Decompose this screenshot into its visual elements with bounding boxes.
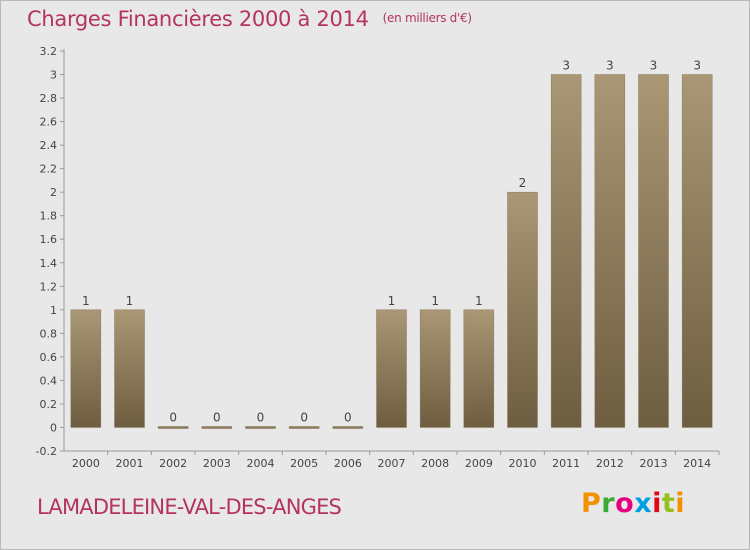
- bar-value-label: 0: [169, 410, 177, 424]
- bar-value-label: 2: [519, 176, 527, 190]
- bar-value-label: 0: [213, 410, 221, 424]
- x-tick-label: 2005: [290, 457, 318, 470]
- bar: [288, 426, 320, 429]
- bar-value-label: 0: [344, 410, 352, 424]
- y-tick-label: 0.2: [40, 398, 58, 411]
- y-tick-label: 2.2: [40, 163, 58, 176]
- bar: [681, 74, 713, 428]
- y-tick-label: 1.8: [40, 210, 58, 223]
- x-tick-label: 2008: [421, 457, 449, 470]
- bar-value-label: 1: [126, 294, 134, 308]
- y-tick-label: 1.2: [40, 280, 58, 293]
- bar: [332, 426, 364, 429]
- y-tick-label: 3.2: [40, 45, 58, 58]
- x-tick-label: 2003: [203, 457, 231, 470]
- bar: [114, 309, 145, 428]
- bar: [638, 74, 669, 428]
- y-tick-label: 3: [50, 69, 57, 82]
- bar: [376, 309, 407, 428]
- y-tick-label: 1: [50, 304, 57, 317]
- bar-value-label: 3: [562, 59, 570, 73]
- bar: [550, 74, 582, 428]
- bar: [463, 309, 495, 428]
- commune-name: LAMADELEINE-VAL-DES-ANGES: [37, 495, 342, 519]
- y-tick-label: 2.6: [40, 116, 58, 129]
- bar-value-label: 1: [431, 294, 439, 308]
- x-tick-label: 2013: [640, 457, 668, 470]
- y-tick-label: 0: [50, 421, 57, 434]
- y-tick-label: 2: [50, 186, 57, 199]
- bar: [157, 426, 189, 429]
- bar: [245, 426, 276, 429]
- bar: [594, 74, 626, 428]
- x-tick-label: 2007: [378, 457, 406, 470]
- bar-value-label: 3: [650, 59, 658, 73]
- bar-value-label: 3: [606, 59, 614, 73]
- y-tick-label: 2.8: [40, 92, 58, 105]
- bar: [507, 191, 538, 428]
- x-tick-label: 2004: [247, 457, 275, 470]
- proxiti-logo: Proxiti: [581, 488, 686, 519]
- x-tick-label: 2000: [72, 457, 100, 470]
- y-tick-label: 1.6: [40, 233, 58, 246]
- bar: [419, 309, 451, 428]
- bar-value-label: 1: [388, 294, 396, 308]
- x-tick-label: 2010: [509, 457, 537, 470]
- bar-value-label: 1: [82, 294, 90, 308]
- y-tick-label: 0.4: [40, 374, 58, 387]
- x-tick-label: 2006: [334, 457, 362, 470]
- y-tick-label: 2.4: [40, 139, 58, 152]
- bar: [70, 309, 102, 428]
- y-tick-label: 0.8: [40, 327, 58, 340]
- y-tick-label: 1.4: [40, 257, 58, 270]
- x-tick-label: 2014: [683, 457, 711, 470]
- y-tick-label: -0.2: [36, 445, 57, 458]
- x-tick-label: 2011: [552, 457, 580, 470]
- bar-value-label: 0: [257, 410, 265, 424]
- chart-subtitle: (en milliers d'€): [382, 11, 472, 25]
- bar: [201, 426, 233, 429]
- bar-value-label: 0: [300, 410, 308, 424]
- y-tick-label: 0.6: [40, 351, 58, 364]
- x-tick-label: 2012: [596, 457, 624, 470]
- chart-title: Charges Financières 2000 à 2014 (en milli…: [27, 7, 472, 31]
- bar-value-label: 3: [693, 59, 701, 73]
- x-tick-label: 2002: [159, 457, 187, 470]
- x-tick-label: 2009: [465, 457, 493, 470]
- bar-value-label: 1: [475, 294, 483, 308]
- x-tick-label: 2001: [116, 457, 144, 470]
